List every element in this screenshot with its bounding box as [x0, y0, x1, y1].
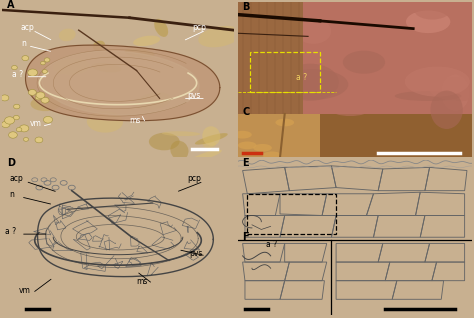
- Ellipse shape: [41, 61, 45, 65]
- Text: vm: vm: [30, 119, 42, 128]
- Ellipse shape: [22, 56, 29, 61]
- Bar: [247, 194, 336, 234]
- Ellipse shape: [35, 137, 43, 143]
- Text: A: A: [7, 0, 15, 10]
- Text: acp: acp: [9, 174, 23, 183]
- Text: B: B: [243, 2, 250, 12]
- Ellipse shape: [35, 95, 42, 100]
- Ellipse shape: [36, 92, 45, 99]
- Ellipse shape: [405, 66, 470, 97]
- Ellipse shape: [125, 49, 155, 58]
- Ellipse shape: [41, 97, 49, 103]
- Ellipse shape: [441, 75, 469, 111]
- Text: n: n: [21, 39, 26, 48]
- Text: F: F: [243, 232, 249, 242]
- Ellipse shape: [149, 133, 180, 150]
- Ellipse shape: [154, 19, 168, 37]
- Text: a ?: a ?: [296, 73, 308, 82]
- Ellipse shape: [1, 121, 10, 128]
- Bar: [250, 52, 320, 92]
- Ellipse shape: [253, 144, 272, 152]
- Polygon shape: [42, 51, 199, 115]
- Ellipse shape: [198, 26, 241, 47]
- Ellipse shape: [13, 115, 19, 120]
- Ellipse shape: [93, 41, 105, 51]
- Ellipse shape: [87, 111, 123, 133]
- Ellipse shape: [53, 59, 91, 75]
- Ellipse shape: [44, 58, 50, 62]
- Text: a ?: a ?: [5, 227, 16, 236]
- Ellipse shape: [133, 36, 160, 46]
- Ellipse shape: [14, 104, 20, 109]
- Text: pvs: pvs: [187, 92, 201, 100]
- Text: pcp: pcp: [187, 174, 201, 183]
- Ellipse shape: [275, 119, 294, 126]
- Ellipse shape: [278, 69, 348, 100]
- Ellipse shape: [203, 140, 216, 148]
- Text: E: E: [243, 158, 249, 168]
- Ellipse shape: [162, 131, 201, 136]
- Bar: [238, 114, 320, 157]
- Bar: [238, 2, 303, 114]
- Ellipse shape: [42, 70, 47, 73]
- Text: a ?: a ?: [266, 239, 277, 249]
- Ellipse shape: [28, 89, 36, 95]
- Ellipse shape: [406, 10, 450, 33]
- Ellipse shape: [343, 51, 385, 74]
- Ellipse shape: [414, 1, 450, 19]
- Ellipse shape: [202, 126, 220, 146]
- Text: a ?: a ?: [12, 70, 23, 79]
- Ellipse shape: [23, 137, 28, 141]
- Ellipse shape: [135, 92, 172, 110]
- Text: n: n: [9, 190, 14, 199]
- Bar: [238, 114, 472, 157]
- Ellipse shape: [233, 131, 252, 139]
- Text: vm: vm: [18, 286, 30, 295]
- Text: pvs: pvs: [190, 249, 203, 258]
- Ellipse shape: [28, 69, 36, 75]
- Ellipse shape: [5, 117, 15, 124]
- Ellipse shape: [91, 63, 121, 73]
- Ellipse shape: [9, 132, 17, 138]
- Text: pcp: pcp: [192, 23, 206, 32]
- Ellipse shape: [0, 95, 9, 101]
- Ellipse shape: [430, 91, 463, 129]
- Ellipse shape: [263, 151, 282, 159]
- Ellipse shape: [30, 96, 60, 111]
- Ellipse shape: [191, 150, 222, 162]
- Text: D: D: [7, 158, 15, 168]
- Ellipse shape: [296, 19, 331, 44]
- Ellipse shape: [238, 142, 256, 149]
- Ellipse shape: [170, 141, 189, 160]
- Ellipse shape: [44, 116, 53, 123]
- Text: acp: acp: [21, 23, 35, 32]
- Ellipse shape: [11, 66, 18, 70]
- Text: ms: ms: [137, 277, 148, 286]
- Bar: [238, 2, 472, 114]
- Ellipse shape: [19, 125, 29, 132]
- Ellipse shape: [429, 77, 474, 101]
- Polygon shape: [26, 45, 220, 121]
- Ellipse shape: [282, 64, 339, 101]
- Ellipse shape: [16, 128, 22, 132]
- Ellipse shape: [331, 104, 369, 116]
- Ellipse shape: [59, 29, 76, 41]
- Text: ms: ms: [129, 116, 141, 125]
- Ellipse shape: [195, 133, 228, 145]
- Text: C: C: [243, 107, 250, 117]
- Ellipse shape: [27, 69, 37, 76]
- Ellipse shape: [395, 91, 462, 101]
